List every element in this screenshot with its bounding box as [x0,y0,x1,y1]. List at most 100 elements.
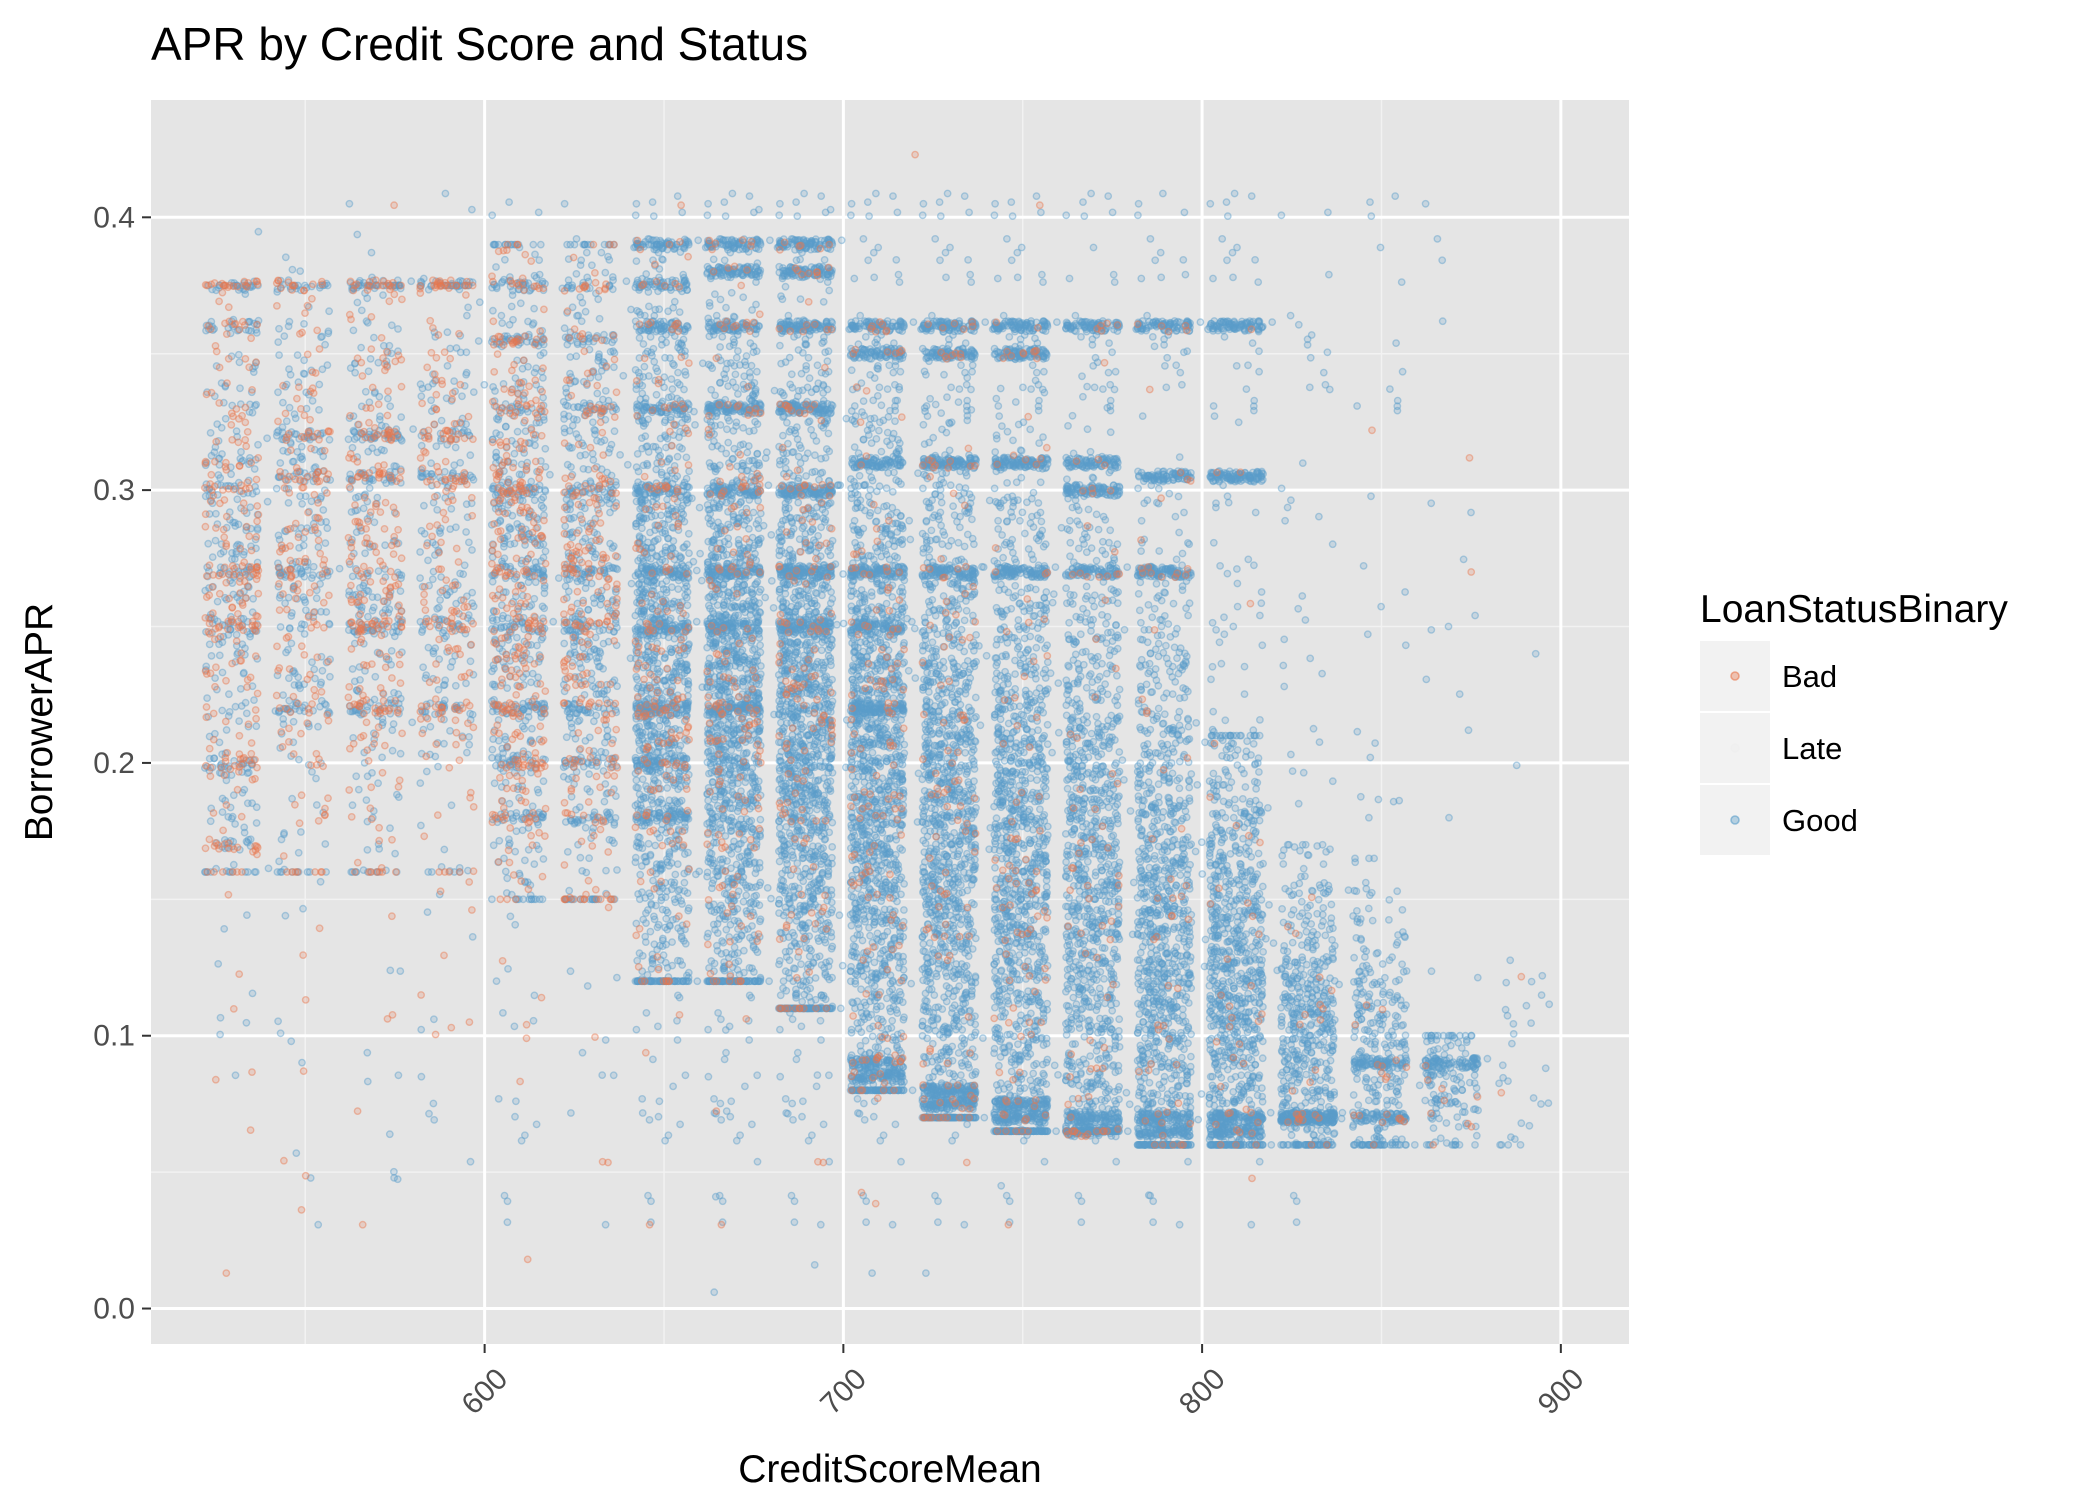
data-point-good [499,615,505,621]
data-point-good [459,393,465,399]
data-point-good [349,802,355,808]
data-point-good [291,411,297,417]
data-point-good [531,596,537,602]
data-point-good [428,460,434,466]
data-point-good [245,800,251,806]
data-point-good [311,564,317,570]
data-point-good [666,507,672,513]
data-point-good [466,734,472,740]
data-point-good [547,472,553,478]
data-point-good [601,798,607,804]
data-point-good [614,867,620,873]
data-point-good [493,430,499,436]
data-point-good [607,816,613,822]
data-point-good [633,258,639,264]
data-point-good [506,836,512,842]
data-point-good [387,1131,393,1137]
data-point-good [668,376,674,382]
data-point-good [382,542,388,548]
data-point-good [672,299,678,305]
data-point-good [448,506,454,512]
data-point-good [550,619,556,625]
data-point-good [237,385,243,391]
data-point-good [561,325,567,331]
data-point-good [625,462,631,468]
data-point-good [675,786,681,792]
data-point-good [594,390,600,396]
data-point-good [511,1023,517,1029]
data-point-good [573,271,579,277]
data-point-good [561,416,567,422]
data-point-good [623,278,629,284]
data-point-good [636,335,642,341]
data-point-good [722,890,728,896]
data-point-good [645,236,651,242]
data-point-good [410,426,416,432]
data-point-good [507,541,513,547]
data-point-good [490,384,496,390]
data-point-good [278,836,284,842]
data-point-good [301,574,307,580]
data-point-good [655,249,661,255]
data-point-good [664,496,670,502]
data-point-good [641,854,647,860]
data-point-good [236,352,242,358]
data-point-good [577,855,583,861]
data-point-good [676,747,682,753]
data-point-good [513,828,519,834]
data-point-good [540,778,546,784]
data-point-good [418,1026,424,1032]
data-point-good [645,1192,651,1198]
data-point-good [249,990,255,996]
data-point-good [290,719,296,725]
data-point-good [365,449,371,455]
data-point-good [469,547,475,553]
data-point-good [308,498,314,504]
data-point-good [669,545,675,551]
data-point-good [431,1016,437,1022]
data-point-good [611,364,617,370]
data-point-good [690,559,696,565]
data-point-good [681,978,687,984]
data-point-good [301,631,307,637]
data-point-good [350,428,356,434]
data-point-good [512,1114,518,1120]
data-point-good [510,317,516,323]
data-point-good [656,1098,662,1104]
data-point-good [464,312,470,318]
data-point-good [676,994,682,1000]
data-point-good [578,257,584,263]
data-point-good [431,1117,437,1123]
data-point-good [287,625,293,631]
data-point-good [376,394,382,400]
data-point-good [276,326,282,332]
data-point-good [588,677,594,683]
data-point-good [561,640,567,646]
data-point-good [371,334,377,340]
data-point-good [570,422,576,428]
data-point-good [669,647,675,653]
data-point-good [540,375,546,381]
data-point-good [637,872,643,878]
chart-title: APR by Credit Score and Status [151,18,808,70]
data-point-good [252,466,258,472]
data-point-good [528,679,534,685]
data-point-good [493,978,499,984]
data-point-good [247,633,253,639]
data-point-good [561,425,567,431]
data-point-good [253,401,259,407]
data-point-good [354,231,360,237]
data-point-good [556,575,562,581]
data-point-good [654,368,660,374]
data-point-good [562,523,568,529]
data-point-good [374,494,380,500]
data-point-good [689,495,695,501]
data-point-good [364,1050,370,1056]
data-point-good [296,756,302,762]
data-point-good [659,800,665,806]
data-point-good [643,565,649,571]
data-point-good [286,319,292,325]
data-point-good [417,780,423,786]
data-point-good [303,493,309,499]
data-point-good [425,557,431,563]
